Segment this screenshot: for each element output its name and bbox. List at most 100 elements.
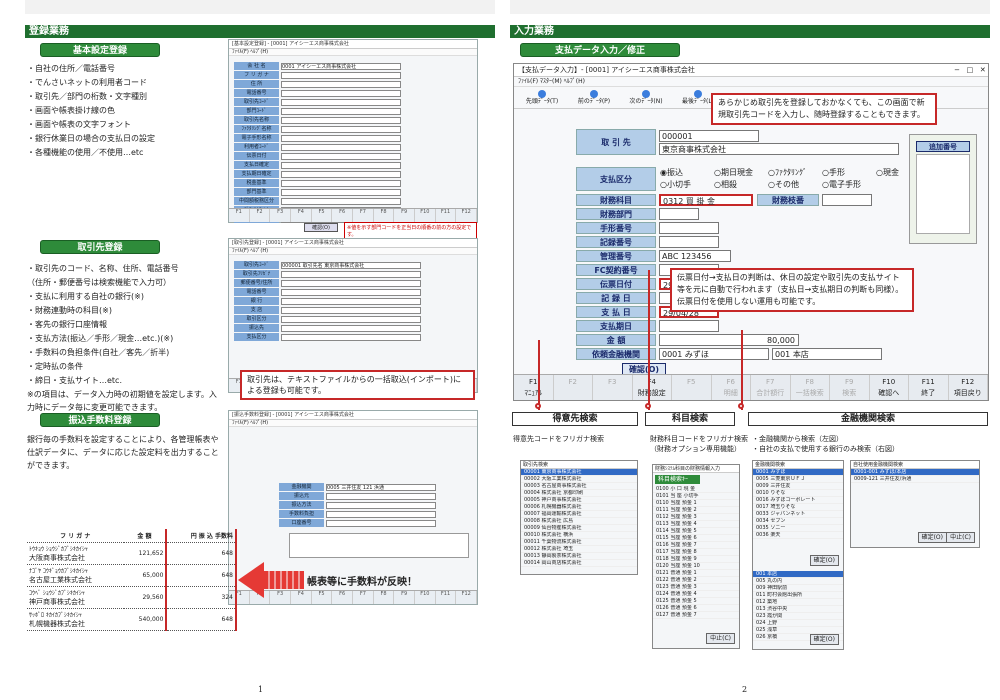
cancel-button[interactable]: 中止(C) — [706, 633, 735, 644]
due-input[interactable] — [659, 320, 719, 332]
list-item[interactable]: 0127 普通 預金 7 — [653, 612, 739, 619]
pay-option[interactable]: ○期日現金 — [714, 168, 753, 177]
pay-option[interactable]: ○ﾌｧｸﾀﾘﾝｸﾞ — [768, 168, 807, 177]
form-value[interactable] — [281, 324, 421, 332]
form-value[interactable] — [281, 197, 401, 205]
function-key-f5[interactable]: F5 — [672, 375, 712, 400]
form-value[interactable] — [281, 116, 401, 124]
add-number-button[interactable]: 追加番号 — [916, 141, 970, 152]
form-value[interactable] — [281, 71, 401, 79]
dept-input[interactable] — [659, 208, 699, 220]
account-search-key[interactable]: 科目検索ｷｰ — [655, 475, 700, 484]
pay-option[interactable]: ○小切手 — [660, 180, 691, 189]
form-value[interactable] — [281, 315, 421, 323]
list-item[interactable]: 0001-001 みずほ/本店 — [851, 469, 979, 476]
form-value[interactable] — [281, 152, 401, 160]
branch-input[interactable]: 001 本店 — [772, 348, 882, 360]
list-item[interactable]: 00003 名古屋商事株式会社 — [521, 483, 637, 490]
list-item[interactable]: 0113 当座 預金 4 — [653, 521, 739, 528]
function-key-f3[interactable]: F3 — [593, 375, 633, 400]
toolbar-button[interactable]: 次のﾃﾞｰﾀ(N) — [624, 89, 668, 106]
list-item[interactable]: 0005 三菱東京ＵＦＪ — [753, 476, 843, 483]
list-item[interactable]: 0017 埼玉りそな — [753, 504, 843, 511]
form-value[interactable] — [281, 306, 421, 314]
form-value[interactable] — [281, 89, 401, 97]
amount-input[interactable]: 80,000 — [659, 334, 799, 346]
list-item[interactable]: 0010 りそな — [753, 490, 843, 497]
list-item[interactable]: 00011 千葉物流株式会社 — [521, 539, 637, 546]
list-item[interactable]: 023 霞が関 — [753, 613, 843, 620]
list-item[interactable]: 0112 当座 預金 3 — [653, 514, 739, 521]
list-item[interactable]: 00006 札幌機器株式会社 — [521, 504, 637, 511]
bank-input[interactable]: 0001 みずほ — [659, 348, 769, 360]
list-item[interactable]: 0124 普通 預金 4 — [653, 591, 739, 598]
list-item[interactable]: 00014 岡山商店株式会社 — [521, 560, 637, 567]
form-value[interactable] — [281, 80, 401, 88]
list-item[interactable]: 013 渋谷中央 — [753, 606, 843, 613]
list-item[interactable]: 026 京橋 — [753, 634, 843, 641]
function-key-f9[interactable]: F9 検索 — [830, 375, 870, 400]
toolbar-button[interactable]: 前のﾃﾞｰﾀ(P) — [572, 89, 616, 106]
list-item[interactable]: 00013 静岡製茶株式会社 — [521, 553, 637, 560]
pay-option[interactable]: ◉振込 — [660, 168, 683, 177]
pay-option[interactable]: ○その他 — [768, 180, 799, 189]
form-value[interactable] — [281, 143, 401, 151]
form-value[interactable] — [326, 492, 436, 500]
list-item[interactable]: 0110 当座 預金 1 — [653, 500, 739, 507]
list-item[interactable]: 0120 当座 預金 10 — [653, 563, 739, 570]
partner-name-input[interactable]: 東京商事株式会社 — [659, 142, 899, 155]
payclass-options[interactable]: ◉振込 ○期日現金 ○ﾌｧｸﾀﾘﾝｸﾞ ○手形 ○現金 ○小切手 ○相殺 ○その他 ○電子手形 — [660, 167, 930, 191]
list-item[interactable]: 0115 当座 預金 6 — [653, 535, 739, 542]
list-item[interactable]: 001 本店 — [753, 571, 843, 578]
toolbar-button[interactable]: 最後ﾃﾞｰﾀ(L) — [676, 89, 720, 106]
list-item[interactable]: 024 上野 — [753, 620, 843, 627]
mybank-confirm-button[interactable]: 確定(O) — [917, 532, 947, 543]
form-value[interactable] — [281, 161, 401, 169]
form-value[interactable] — [281, 279, 421, 287]
form-value[interactable] — [281, 288, 421, 296]
list-item[interactable]: 0126 普通 預金 6 — [653, 605, 739, 612]
form-value[interactable] — [281, 333, 421, 341]
form-value[interactable] — [281, 107, 401, 115]
function-key-f11[interactable]: F11 終了 — [909, 375, 949, 400]
branch-confirm-button[interactable]: 確定(O) — [809, 634, 839, 645]
list-item[interactable]: 0035 ソニー — [753, 525, 843, 532]
list-item[interactable]: 0036 楽天 — [753, 532, 843, 539]
function-key-f4[interactable]: F4 財務設定 — [633, 375, 672, 400]
form-value[interactable] — [281, 125, 401, 133]
list-item[interactable]: 00004 株式会社 京都印刷 — [521, 490, 637, 497]
list-item[interactable]: 0111 当座 預金 2 — [653, 507, 739, 514]
confirm-button[interactable]: 確認(O) — [304, 223, 338, 232]
list-item[interactable]: 0009 三井住友 — [753, 483, 843, 490]
pay-option[interactable]: ○現金 — [876, 168, 899, 177]
tax-input[interactable] — [822, 194, 872, 206]
list-item[interactable]: 00010 株式会社 横浜 — [521, 532, 637, 539]
function-key-f6[interactable]: F6 明細 — [712, 375, 751, 400]
bill-input[interactable] — [659, 222, 719, 234]
pay-option[interactable]: ○電子手形 — [822, 180, 861, 189]
list-item[interactable]: 00008 株式会社 広島 — [521, 518, 637, 525]
list-item[interactable]: 0117 当座 預金 8 — [653, 549, 739, 556]
list-item[interactable]: 00009 仙台物産株式会社 — [521, 525, 637, 532]
form-value[interactable] — [281, 270, 421, 278]
bank-confirm-button[interactable]: 確定(O) — [809, 555, 839, 566]
toolbar-button[interactable]: 先頭ﾃﾞｰﾀ(T) — [520, 89, 564, 106]
list-item[interactable]: 0034 セブン — [753, 518, 843, 525]
list-item[interactable]: 005 丸の内 — [753, 578, 843, 585]
pay-option[interactable]: ○手形 — [822, 168, 845, 177]
form-value[interactable] — [281, 188, 401, 196]
record-input[interactable] — [659, 236, 719, 248]
list-item[interactable]: 0123 普通 預金 3 — [653, 584, 739, 591]
list-item[interactable]: 0121 普通 預金 1 — [653, 570, 739, 577]
list-item[interactable]: 0114 当座 預金 5 — [653, 528, 739, 535]
list-item[interactable]: 0100 小 口 現 金 — [653, 486, 739, 493]
list-item[interactable]: 011 町村会館出張所 — [753, 592, 843, 599]
list-item[interactable]: 0009-121 三井住友/浜通 — [851, 476, 979, 483]
list-item[interactable]: 012 築地 — [753, 599, 843, 606]
mgmt-input[interactable]: ABC 123456 — [659, 250, 731, 262]
partner-code-input[interactable]: 000001 — [659, 129, 759, 142]
form-value[interactable]: 0005 三井住友 121 浜通 — [326, 483, 436, 491]
form-value[interactable] — [281, 170, 401, 178]
form-value[interactable] — [281, 297, 421, 305]
function-key-f8[interactable]: F8 一括検索 — [791, 375, 830, 400]
